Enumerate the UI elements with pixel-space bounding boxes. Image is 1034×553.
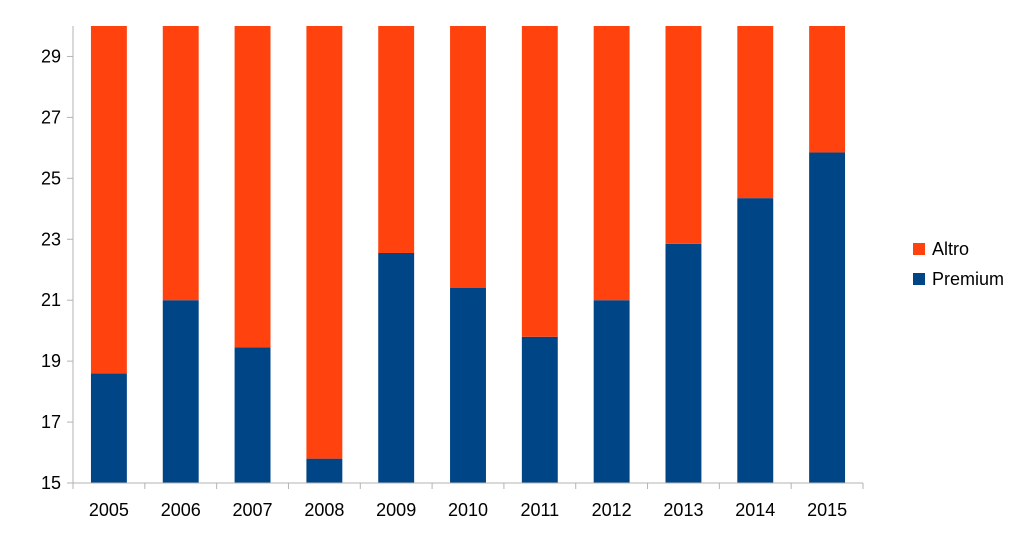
bar-premium-2005	[90, 373, 127, 483]
x-tick-label-2012: 2012	[592, 500, 632, 520]
legend-swatch-altro	[913, 243, 925, 255]
bar-premium-2010	[450, 288, 486, 483]
bar-altro-2014	[737, 26, 774, 199]
y-tick-label-23: 23	[41, 229, 61, 249]
bar-altro-2011	[521, 26, 558, 337]
x-tick-label-2006: 2006	[161, 500, 201, 520]
bar-premium-2015	[809, 152, 846, 483]
y-axis: 15 17 19 21 23 25 27 29	[41, 26, 74, 493]
x-tick-label-2014: 2014	[735, 500, 775, 520]
plot-area	[90, 26, 846, 483]
bar-altro-2013	[665, 26, 702, 244]
bar-altro-2005	[90, 26, 127, 374]
bar-premium-2011	[521, 336, 558, 483]
bar-premium-2008	[306, 458, 343, 483]
y-tick-label-17: 17	[41, 412, 61, 432]
legend: Altro Premium	[913, 239, 1004, 289]
bar-altro-2006	[162, 26, 199, 301]
legend-label-premium: Premium	[932, 269, 1004, 289]
bar-premium-2006	[162, 300, 199, 483]
x-tick-label-2010: 2010	[448, 500, 488, 520]
bar-premium-2007	[234, 347, 271, 483]
bar-premium-2012	[593, 300, 630, 483]
bar-altro-2012	[593, 26, 630, 301]
y-tick-label-29: 29	[41, 46, 61, 66]
bar-altro-2007	[234, 26, 271, 348]
y-tick-label-27: 27	[41, 107, 61, 127]
x-tick-label-2011: 2011	[520, 500, 559, 520]
bar-premium-2009	[378, 252, 415, 483]
bar-altro-2008	[306, 26, 343, 459]
y-tick-label-21: 21	[41, 290, 61, 310]
x-tick-label-2008: 2008	[304, 500, 344, 520]
x-tick-label-2005: 2005	[89, 500, 129, 520]
bar-premium-2014	[737, 198, 774, 483]
x-tick-label-2009: 2009	[376, 500, 416, 520]
legend-label-altro: Altro	[932, 239, 969, 259]
x-axis: 2005 2006 2007 2008 2009 2010 2011 2012 2013 2014…	[72, 482, 864, 520]
legend-swatch-premium	[913, 273, 925, 285]
x-tick-label-2007: 2007	[233, 500, 273, 520]
bar-premium-2013	[665, 243, 702, 483]
bar-altro-2015	[809, 26, 846, 153]
bar-altro-2010	[450, 26, 486, 289]
bar-altro-2009	[378, 26, 415, 253]
x-tick-label-2015: 2015	[807, 500, 847, 520]
y-tick-label-15: 15	[41, 473, 61, 493]
y-tick-label-25: 25	[41, 168, 61, 188]
y-tick-label-19: 19	[41, 351, 61, 371]
x-tick-label-2013: 2013	[663, 500, 703, 520]
